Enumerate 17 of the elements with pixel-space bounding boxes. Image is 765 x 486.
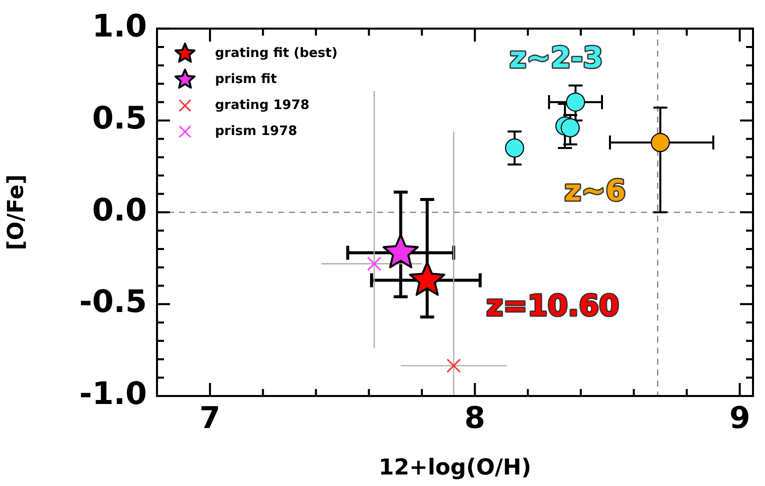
y-tick-label: 0.0: [92, 192, 147, 228]
annotation: z~2-3: [510, 40, 604, 74]
y-tick-label: -1.0: [79, 376, 147, 412]
legend-label: grating fit (best): [215, 46, 338, 61]
y-tick-label: 1.0: [92, 8, 147, 45]
x-tick-label: 8: [464, 400, 486, 436]
y-tick-label: 0.5: [92, 100, 147, 136]
y-tick-label: -0.5: [79, 284, 147, 320]
annotation: z=10.60: [486, 288, 620, 322]
y-axis-title: [O/Fe]: [4, 174, 29, 250]
x-tick-label: 7: [200, 400, 220, 436]
legend-label: grating 1978: [215, 98, 310, 113]
x-tick-label: 9: [729, 400, 750, 436]
legend-label: prism fit: [215, 72, 277, 87]
legend-label: prism 1978: [215, 124, 298, 139]
annotation: z~6: [564, 173, 626, 208]
x-axis-title: 12+log(O/H): [378, 456, 532, 481]
